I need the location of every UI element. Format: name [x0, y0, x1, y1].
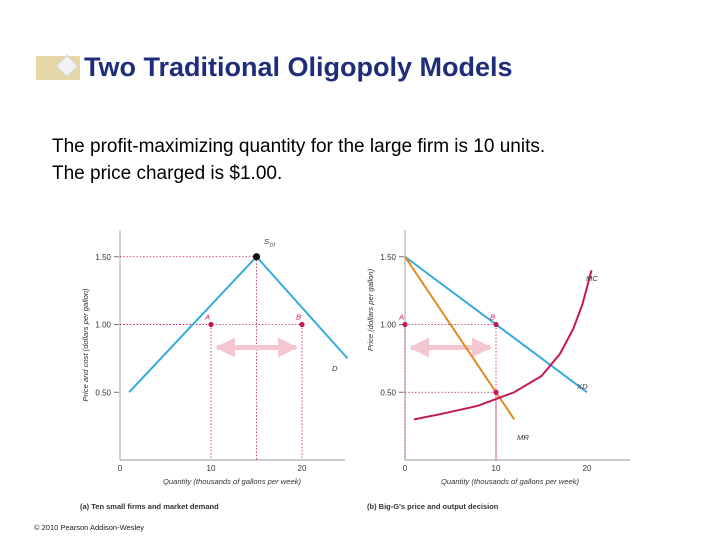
equilibrium-point	[208, 321, 214, 328]
panel-a-caption: (a) Ten small firms and market demand	[80, 502, 219, 511]
x-tick-label: 10	[492, 464, 501, 473]
panel-b-x-label: Quantity (thousands of gallons per week)	[441, 477, 580, 486]
y-tick-label: 1.50	[95, 253, 111, 262]
series-label-mr: MR	[517, 433, 529, 442]
equilibrium-point	[299, 321, 305, 328]
x-tick-label: 20	[583, 464, 592, 473]
x-tick-label: 10	[207, 464, 216, 473]
point-label-a: A	[204, 313, 210, 322]
series-line-mc	[413, 270, 593, 421]
equilibrium-point	[252, 253, 261, 261]
point-label-b: B	[490, 313, 495, 322]
y-tick-label: 0.50	[380, 388, 396, 397]
y-tick-label: 1.00	[95, 321, 111, 330]
point-label-b: B	[296, 313, 301, 322]
slide-title: Two Traditional Oligopoly Models	[84, 52, 513, 82]
y-tick-label: 1.00	[380, 321, 396, 330]
copyright-notice: © 2010 Pearson Addison-Wesley	[34, 523, 145, 532]
panel-a-y-label: Price and cost (dollars per gallon)	[81, 288, 90, 402]
x-tick-label: 20	[298, 464, 307, 473]
equilibrium-point	[402, 321, 408, 328]
series-label-mc: MC	[586, 274, 598, 283]
x-tick-label: 0	[403, 464, 408, 473]
x-tick-label: 0	[118, 464, 123, 473]
series-line-mr	[404, 256, 516, 420]
y-tick-label: 0.50	[95, 388, 111, 397]
panel-a-x-label: Quantity (thousands of gallons per week)	[163, 477, 302, 486]
series-label-d: D	[332, 364, 338, 373]
point-label-a: A	[398, 313, 404, 322]
series-line-s10	[128, 256, 258, 393]
body-line: The profit-maximizing quantity for the l…	[52, 136, 546, 157]
panel-a: 0 10 20 0.50 1.00 1.50 A B S10 D Price and cos…	[80, 230, 349, 511]
panel-b: 0 10 20 0.50 1.00 1.50 A B XD MR MC Price (dol…	[366, 230, 630, 511]
body-text: The profit-maximizing quantity for the l…	[52, 133, 545, 187]
series-line-d	[255, 256, 349, 360]
equilibrium-point	[493, 321, 499, 328]
panel-b-y-label: Price (dollars per gallon)	[366, 268, 375, 351]
panel-b-caption: (b) Big-G's price and output decision	[367, 502, 499, 511]
equilibrium-point	[493, 389, 499, 395]
series-label-xd: XD	[576, 382, 588, 391]
body-line: The price charged is $1.00.	[52, 163, 283, 184]
series-label-s10: S10	[264, 237, 276, 249]
y-tick-label: 1.50	[380, 253, 396, 262]
